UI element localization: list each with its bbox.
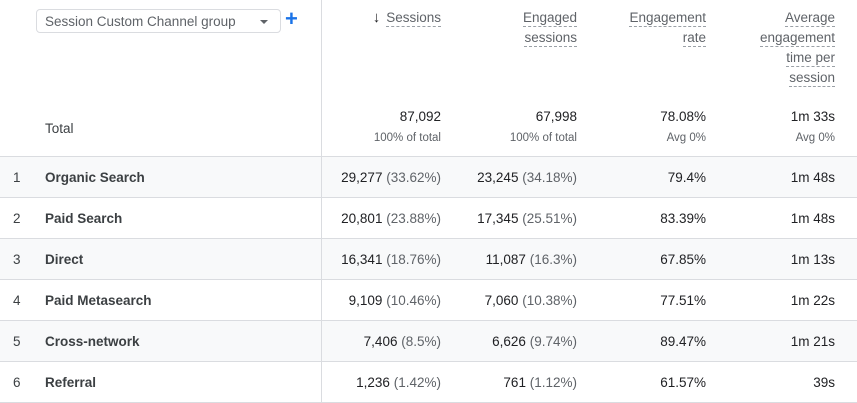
engaged-cell: 7,060 (10.38%) bbox=[452, 293, 588, 308]
time-cell: 1m 48s bbox=[790, 211, 835, 226]
dimension-label: Session Custom Channel group bbox=[45, 14, 236, 29]
sessions-value: 20,801 bbox=[341, 211, 383, 226]
total-value: 1m 33s bbox=[790, 109, 835, 124]
sessions-value: 7,406 bbox=[363, 334, 398, 349]
engaged-value: 761 bbox=[503, 375, 526, 390]
sessions-pct: (33.62%) bbox=[386, 170, 441, 185]
engaged-pct: (34.18%) bbox=[522, 170, 577, 185]
channel-name[interactable]: Paid Metasearch bbox=[45, 293, 152, 308]
rate-cell: 61.57% bbox=[660, 375, 706, 390]
engaged-pct: (1.12%) bbox=[529, 375, 577, 390]
header-line: Engaged bbox=[522, 10, 577, 27]
time-cell: 39s bbox=[813, 375, 835, 390]
table-row[interactable]: 3 Direct 16,341 (18.76%) 11,087 (16.3%) … bbox=[0, 239, 857, 280]
sessions-pct: (1.42%) bbox=[393, 375, 441, 390]
header-line: Sessions bbox=[386, 10, 441, 27]
engaged-pct: (9.74%) bbox=[529, 334, 577, 349]
table-header: Session Custom Channel group + Total ↓ Se… bbox=[0, 0, 857, 157]
row-index: 6 bbox=[13, 375, 21, 390]
channel-name[interactable]: Referral bbox=[45, 375, 97, 390]
row-index: 1 bbox=[13, 170, 21, 185]
total-sub: Avg 0% bbox=[666, 132, 706, 144]
engaged-pct: (16.3%) bbox=[529, 252, 577, 267]
sessions-cell: 9,109 (10.46%) bbox=[321, 293, 452, 308]
time-cell: 1m 22s bbox=[790, 293, 835, 308]
sessions-cell: 1,236 (1.42%) bbox=[321, 375, 452, 390]
rate-cell: 83.39% bbox=[660, 211, 706, 226]
channel-name[interactable]: Cross-network bbox=[45, 334, 140, 349]
sessions-pct: (23.88%) bbox=[386, 211, 441, 226]
rate-cell: 77.51% bbox=[660, 293, 706, 308]
header-line: engagement bbox=[759, 30, 835, 47]
total-sub: Avg 0% bbox=[795, 132, 835, 144]
sessions-cell: 20,801 (23.88%) bbox=[321, 211, 452, 226]
header-line: session bbox=[789, 70, 835, 87]
row-index: 2 bbox=[13, 211, 21, 226]
engaged-cell: 761 (1.12%) bbox=[452, 375, 588, 390]
engaged-cell: 6,626 (9.74%) bbox=[452, 334, 588, 349]
rate-cell: 67.85% bbox=[660, 252, 706, 267]
row-index: 5 bbox=[13, 334, 21, 349]
table-row[interactable]: 1 Organic Search 29,277 (33.62%) 23,245 … bbox=[0, 157, 857, 198]
header-line: rate bbox=[682, 30, 706, 47]
table-row[interactable]: 2 Paid Search 20,801 (23.88%) 17,345 (25… bbox=[0, 198, 857, 239]
sessions-value: 29,277 bbox=[341, 170, 383, 185]
engaged-pct: (25.51%) bbox=[522, 211, 577, 226]
header-line: Average bbox=[784, 10, 835, 27]
total-value: 78.08% bbox=[660, 109, 706, 124]
table-row[interactable]: 6 Referral 1,236 (1.42%) 761 (1.12%) 61.… bbox=[0, 362, 857, 403]
engaged-value: 7,060 bbox=[484, 293, 519, 308]
total-label: Total bbox=[45, 121, 74, 136]
total-sub: 100% of total bbox=[373, 132, 441, 144]
sessions-value: 1,236 bbox=[356, 375, 390, 390]
header-avg-engagement-time[interactable]: Average engagement time per session 1m 33s … bbox=[717, 0, 846, 157]
channel-name[interactable]: Organic Search bbox=[45, 170, 145, 185]
sessions-pct: (18.76%) bbox=[386, 252, 441, 267]
arrow-down-icon: ↓ bbox=[372, 9, 381, 26]
header-engaged-sessions[interactable]: Engaged sessions 67,998 100% of total bbox=[452, 0, 588, 157]
sessions-pct: (8.5%) bbox=[401, 334, 441, 349]
header-line: sessions bbox=[524, 30, 577, 47]
sessions-pct: (10.46%) bbox=[386, 293, 441, 308]
time-cell: 1m 13s bbox=[790, 252, 835, 267]
channel-name[interactable]: Paid Search bbox=[45, 211, 123, 226]
column-divider bbox=[321, 0, 322, 403]
sessions-value: 9,109 bbox=[348, 293, 383, 308]
engaged-pct: (10.38%) bbox=[522, 293, 577, 308]
header-line: time per bbox=[786, 50, 835, 67]
sessions-cell: 16,341 (18.76%) bbox=[321, 252, 452, 267]
table-row[interactable]: 5 Cross-network 7,406 (8.5%) 6,626 (9.74… bbox=[0, 321, 857, 362]
total-sub: 100% of total bbox=[509, 132, 577, 144]
dimension-dropdown[interactable]: Session Custom Channel group bbox=[36, 9, 281, 33]
engaged-cell: 23,245 (34.18%) bbox=[452, 170, 588, 185]
sessions-value: 16,341 bbox=[341, 252, 383, 267]
row-index: 4 bbox=[13, 293, 21, 308]
engaged-cell: 17,345 (25.51%) bbox=[452, 211, 588, 226]
header-line: Engagement bbox=[629, 10, 706, 27]
plus-icon[interactable]: + bbox=[285, 6, 298, 31]
header-sessions[interactable]: ↓ Sessions 87,092 100% of total bbox=[321, 0, 452, 157]
time-cell: 1m 48s bbox=[790, 170, 835, 185]
header-engagement-rate[interactable]: Engagement rate 78.08% Avg 0% bbox=[588, 0, 717, 157]
rate-cell: 79.4% bbox=[667, 170, 706, 185]
chevron-down-icon bbox=[260, 20, 268, 24]
rate-cell: 89.47% bbox=[660, 334, 706, 349]
engaged-value: 23,245 bbox=[477, 170, 519, 185]
time-cell: 1m 21s bbox=[790, 334, 835, 349]
row-index: 3 bbox=[13, 252, 21, 267]
sessions-cell: 29,277 (33.62%) bbox=[321, 170, 452, 185]
table-row[interactable]: 4 Paid Metasearch 9,109 (10.46%) 7,060 (… bbox=[0, 280, 857, 321]
engaged-value: 6,626 bbox=[492, 334, 526, 349]
channel-name[interactable]: Direct bbox=[45, 252, 84, 267]
total-value: 87,092 bbox=[399, 109, 441, 124]
engaged-value: 11,087 bbox=[485, 252, 526, 267]
engaged-cell: 11,087 (16.3%) bbox=[452, 252, 588, 267]
sessions-cell: 7,406 (8.5%) bbox=[321, 334, 452, 349]
total-value: 67,998 bbox=[535, 109, 577, 124]
engaged-value: 17,345 bbox=[477, 211, 519, 226]
